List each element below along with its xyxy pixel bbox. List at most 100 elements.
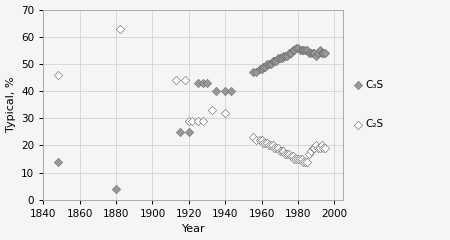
C₂S <box>260 141 267 145</box>
C₂S <box>291 157 298 161</box>
C₃S <box>303 48 310 52</box>
C₃S <box>200 81 207 85</box>
C₂S <box>311 146 318 150</box>
Legend: C₃S, C₂S: C₃S, C₂S <box>352 78 386 131</box>
C₃S <box>269 59 276 63</box>
C₂S <box>316 146 324 150</box>
C₂S <box>54 73 61 77</box>
C₂S <box>221 111 229 115</box>
C₂S <box>289 155 296 158</box>
C₂S <box>313 144 320 147</box>
C₃S <box>289 48 296 52</box>
C₂S <box>200 119 207 123</box>
C₃S <box>298 48 305 52</box>
Y-axis label: Typical, %: Typical, % <box>5 77 16 132</box>
X-axis label: Year: Year <box>181 224 205 234</box>
C₃S <box>266 62 273 66</box>
C₂S <box>320 146 327 150</box>
C₃S <box>264 62 271 66</box>
C₂S <box>267 144 274 147</box>
C₃S <box>278 57 285 60</box>
C₃S <box>271 59 278 63</box>
C₃S <box>306 51 313 55</box>
C₃S <box>227 89 234 93</box>
C₂S <box>284 152 291 156</box>
C₂S <box>252 138 260 142</box>
C₃S <box>221 89 229 93</box>
C₂S <box>276 149 284 153</box>
C₃S <box>54 160 61 164</box>
C₃S <box>112 187 120 191</box>
C₃S <box>185 130 193 134</box>
C₂S <box>261 141 269 145</box>
C₃S <box>267 62 274 66</box>
C₃S <box>292 46 300 49</box>
C₂S <box>189 119 196 123</box>
C₂S <box>280 149 287 153</box>
C₂S <box>318 144 325 147</box>
C₂S <box>182 78 189 82</box>
C₃S <box>280 54 287 58</box>
C₂S <box>303 160 310 164</box>
C₃S <box>256 67 263 71</box>
C₃S <box>273 59 280 63</box>
C₃S <box>315 51 322 55</box>
C₂S <box>294 157 302 161</box>
C₃S <box>322 51 329 55</box>
C₃S <box>309 51 316 55</box>
C₂S <box>271 146 278 150</box>
C₃S <box>287 51 294 55</box>
C₂S <box>274 146 282 150</box>
C₂S <box>264 141 271 145</box>
C₂S <box>306 152 313 156</box>
C₂S <box>282 152 289 156</box>
C₃S <box>294 46 302 49</box>
C₂S <box>185 119 193 123</box>
C₂S <box>209 108 216 112</box>
C₂S <box>266 144 273 147</box>
C₃S <box>249 70 256 74</box>
C₂S <box>285 152 292 156</box>
C₂S <box>309 146 316 150</box>
C₂S <box>315 146 322 150</box>
C₂S <box>269 144 276 147</box>
C₃S <box>274 57 282 60</box>
C₂S <box>298 157 305 161</box>
C₃S <box>212 89 220 93</box>
C₂S <box>302 160 309 164</box>
C₃S <box>320 51 327 55</box>
C₂S <box>273 146 280 150</box>
C₂S <box>322 146 329 150</box>
C₂S <box>307 149 315 153</box>
C₂S <box>116 27 123 30</box>
C₂S <box>256 138 263 142</box>
C₂S <box>278 149 285 153</box>
C₃S <box>285 51 292 55</box>
C₃S <box>318 51 325 55</box>
C₃S <box>300 48 307 52</box>
C₃S <box>276 57 284 60</box>
C₃S <box>176 130 183 134</box>
C₃S <box>194 81 202 85</box>
C₃S <box>313 54 320 58</box>
C₃S <box>291 48 298 52</box>
C₃S <box>284 54 291 58</box>
C₂S <box>300 160 307 164</box>
C₃S <box>282 54 289 58</box>
C₃S <box>203 81 211 85</box>
C₂S <box>194 119 202 123</box>
C₃S <box>261 65 269 69</box>
C₃S <box>260 65 267 69</box>
C₂S <box>287 155 294 158</box>
C₃S <box>296 48 303 52</box>
C₂S <box>249 135 256 139</box>
C₃S <box>311 51 318 55</box>
C₂S <box>296 157 303 161</box>
C₃S <box>252 70 260 74</box>
C₃S <box>316 48 324 52</box>
C₃S <box>307 51 315 55</box>
C₃S <box>258 67 265 71</box>
C₂S <box>172 78 180 82</box>
C₃S <box>302 48 309 52</box>
C₂S <box>292 157 300 161</box>
